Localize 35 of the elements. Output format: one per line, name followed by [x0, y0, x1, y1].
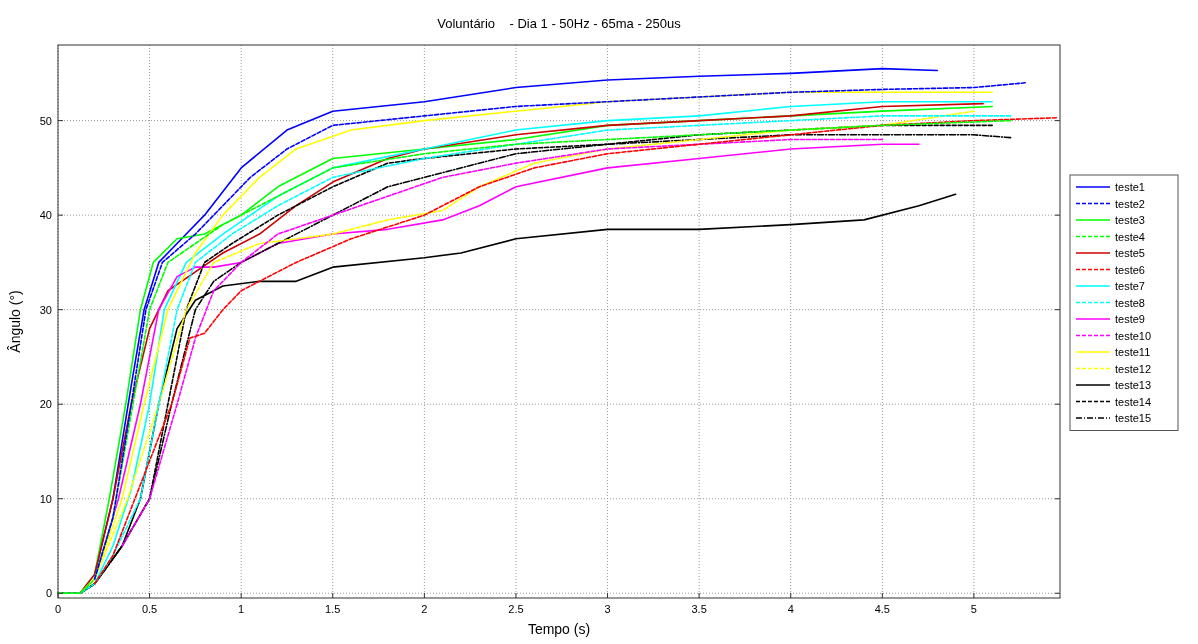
y-tick-label: 10: [39, 492, 52, 505]
x-tick-label: 0: [54, 603, 62, 615]
x-tick-label: 2.5: [508, 603, 524, 615]
x-tick-label: 3.5: [691, 603, 707, 615]
legend-label: teste3: [1115, 214, 1145, 226]
x-tick-label: 1: [238, 603, 245, 615]
x-tick-label: 0.5: [141, 603, 158, 615]
y-axis-title: Ângulo (°): [7, 290, 23, 353]
legend-label: teste7: [1115, 280, 1145, 292]
y-tick-label: 50: [39, 114, 52, 127]
x-tick-label: 3: [604, 603, 611, 615]
legend-label: teste13: [1115, 379, 1152, 391]
legend-label: teste10: [1115, 329, 1152, 342]
x-tick-label: 5: [970, 603, 977, 615]
legend-label: teste2: [1115, 197, 1145, 210]
x-tick-label: 1.5: [325, 603, 341, 615]
y-tick-label: 30: [39, 303, 52, 316]
legend-label: teste1: [1115, 181, 1145, 193]
y-tick-label: 40: [39, 209, 52, 222]
y-tick-label: 20: [39, 398, 52, 411]
legend-label: teste15: [1115, 412, 1152, 424]
legend-label: teste8: [1115, 296, 1145, 309]
legend-label: teste12: [1115, 362, 1152, 375]
chart-title: Voluntário - Dia 1 - 50Hz - 65ma - 250us: [437, 16, 682, 31]
x-tick-label: 4: [787, 603, 794, 615]
legend-label: teste14: [1115, 395, 1152, 408]
legend-label: teste4: [1115, 230, 1145, 243]
legend-label: teste9: [1115, 313, 1145, 325]
x-tick-label: 4.5: [874, 603, 890, 615]
legend-label: teste11: [1115, 346, 1151, 358]
y-tick-label: 0: [45, 587, 52, 600]
x-tick-label: 2: [421, 603, 428, 615]
legend-label: teste5: [1115, 247, 1145, 259]
legend-label: teste6: [1115, 263, 1145, 276]
x-axis-title: Tempo (s): [527, 621, 591, 637]
